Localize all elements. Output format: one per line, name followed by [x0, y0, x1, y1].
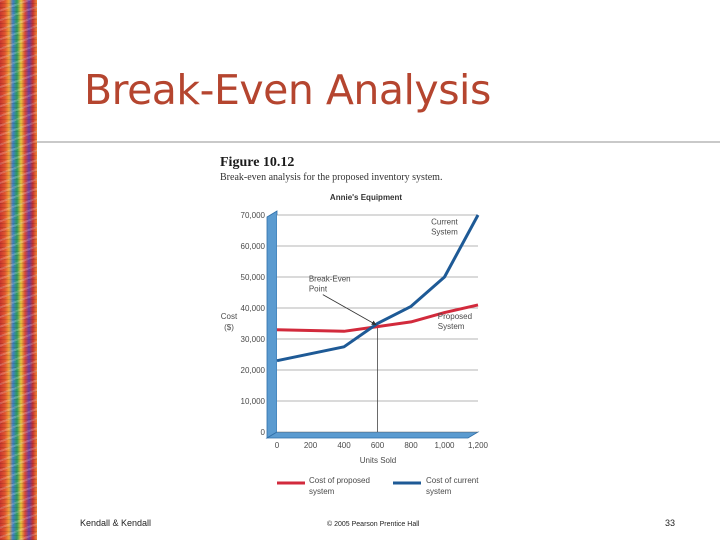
- footer-author: Kendall & Kendall: [80, 518, 152, 528]
- y-tick-label: 10,000: [241, 397, 266, 406]
- y-tick-labels: 0 10,000 20,000 30,000 40,000 50,000 60,000 70,…: [241, 211, 266, 437]
- annotation-text: Break-Even: [309, 275, 351, 284]
- series-line-current: [276, 214, 480, 363]
- figure-caption: Break-even analysis for the proposed inv…: [220, 172, 443, 183]
- x-axis-label: Units Sold: [360, 456, 396, 465]
- legend-label-current-line2: system: [426, 487, 452, 496]
- x-tick-label: 400: [337, 441, 351, 450]
- annotation-text: System: [438, 322, 465, 331]
- x-tick-label: 800: [404, 441, 418, 450]
- legend: Cost of proposed system Cost of current …: [277, 476, 479, 496]
- annotation-text: Proposed: [438, 312, 472, 321]
- decorative-side-weave: [0, 0, 37, 540]
- y-tick-label: 20,000: [241, 366, 266, 375]
- x-tick-labels: 0 200 400 600 800 1,000 1,200: [275, 441, 489, 450]
- x-tick-label: 1,200: [468, 441, 489, 450]
- y-tick-label: 50,000: [241, 273, 266, 282]
- chart-title: Annie's Equipment: [330, 193, 402, 202]
- x-tick-label: 1,000: [434, 441, 455, 450]
- x-tick-label: 600: [371, 441, 385, 450]
- figure-number: Figure 10.12: [220, 155, 295, 170]
- y-axis-label-line1: Cost: [221, 312, 238, 321]
- footer-copyright: © 2005 Pearson Prentice Hall: [327, 521, 420, 528]
- slide-title: Break-Even Analysis: [84, 66, 491, 114]
- series-line-proposed: [276, 303, 479, 333]
- annotation-text: System: [431, 227, 458, 236]
- annotation-text: Point: [309, 285, 328, 294]
- break-even-chart: Annie's Equipment 0 10,000 20,000 30,000 40,…: [221, 193, 489, 496]
- series-lines: [276, 214, 480, 363]
- page-number: 33: [665, 518, 676, 528]
- y-tick-label: 40,000: [241, 304, 266, 313]
- legend-label-current-line1: Cost of current: [426, 476, 479, 485]
- y-axis-label-line2: ($): [224, 323, 234, 332]
- y-tick-label: 60,000: [241, 242, 266, 251]
- legend-label-proposed-line1: Cost of proposed: [309, 476, 370, 485]
- gridlines: [277, 214, 478, 433]
- axis-floor-face: [265, 431, 480, 439]
- y-tick-label: 30,000: [241, 335, 266, 344]
- axis-wall-face: [266, 210, 278, 439]
- y-tick-label: 0: [261, 428, 266, 437]
- annotation-arrow: [322, 294, 377, 325]
- legend-label-proposed-line2: system: [309, 487, 335, 496]
- annotations: CurrentSystemBreak-EvenPointProposedSyst…: [309, 217, 472, 331]
- x-tick-label: 0: [275, 441, 280, 450]
- annotation-text: Current: [431, 217, 458, 226]
- y-tick-label: 70,000: [241, 211, 266, 220]
- title-divider: [37, 141, 720, 143]
- x-tick-label: 200: [304, 441, 318, 450]
